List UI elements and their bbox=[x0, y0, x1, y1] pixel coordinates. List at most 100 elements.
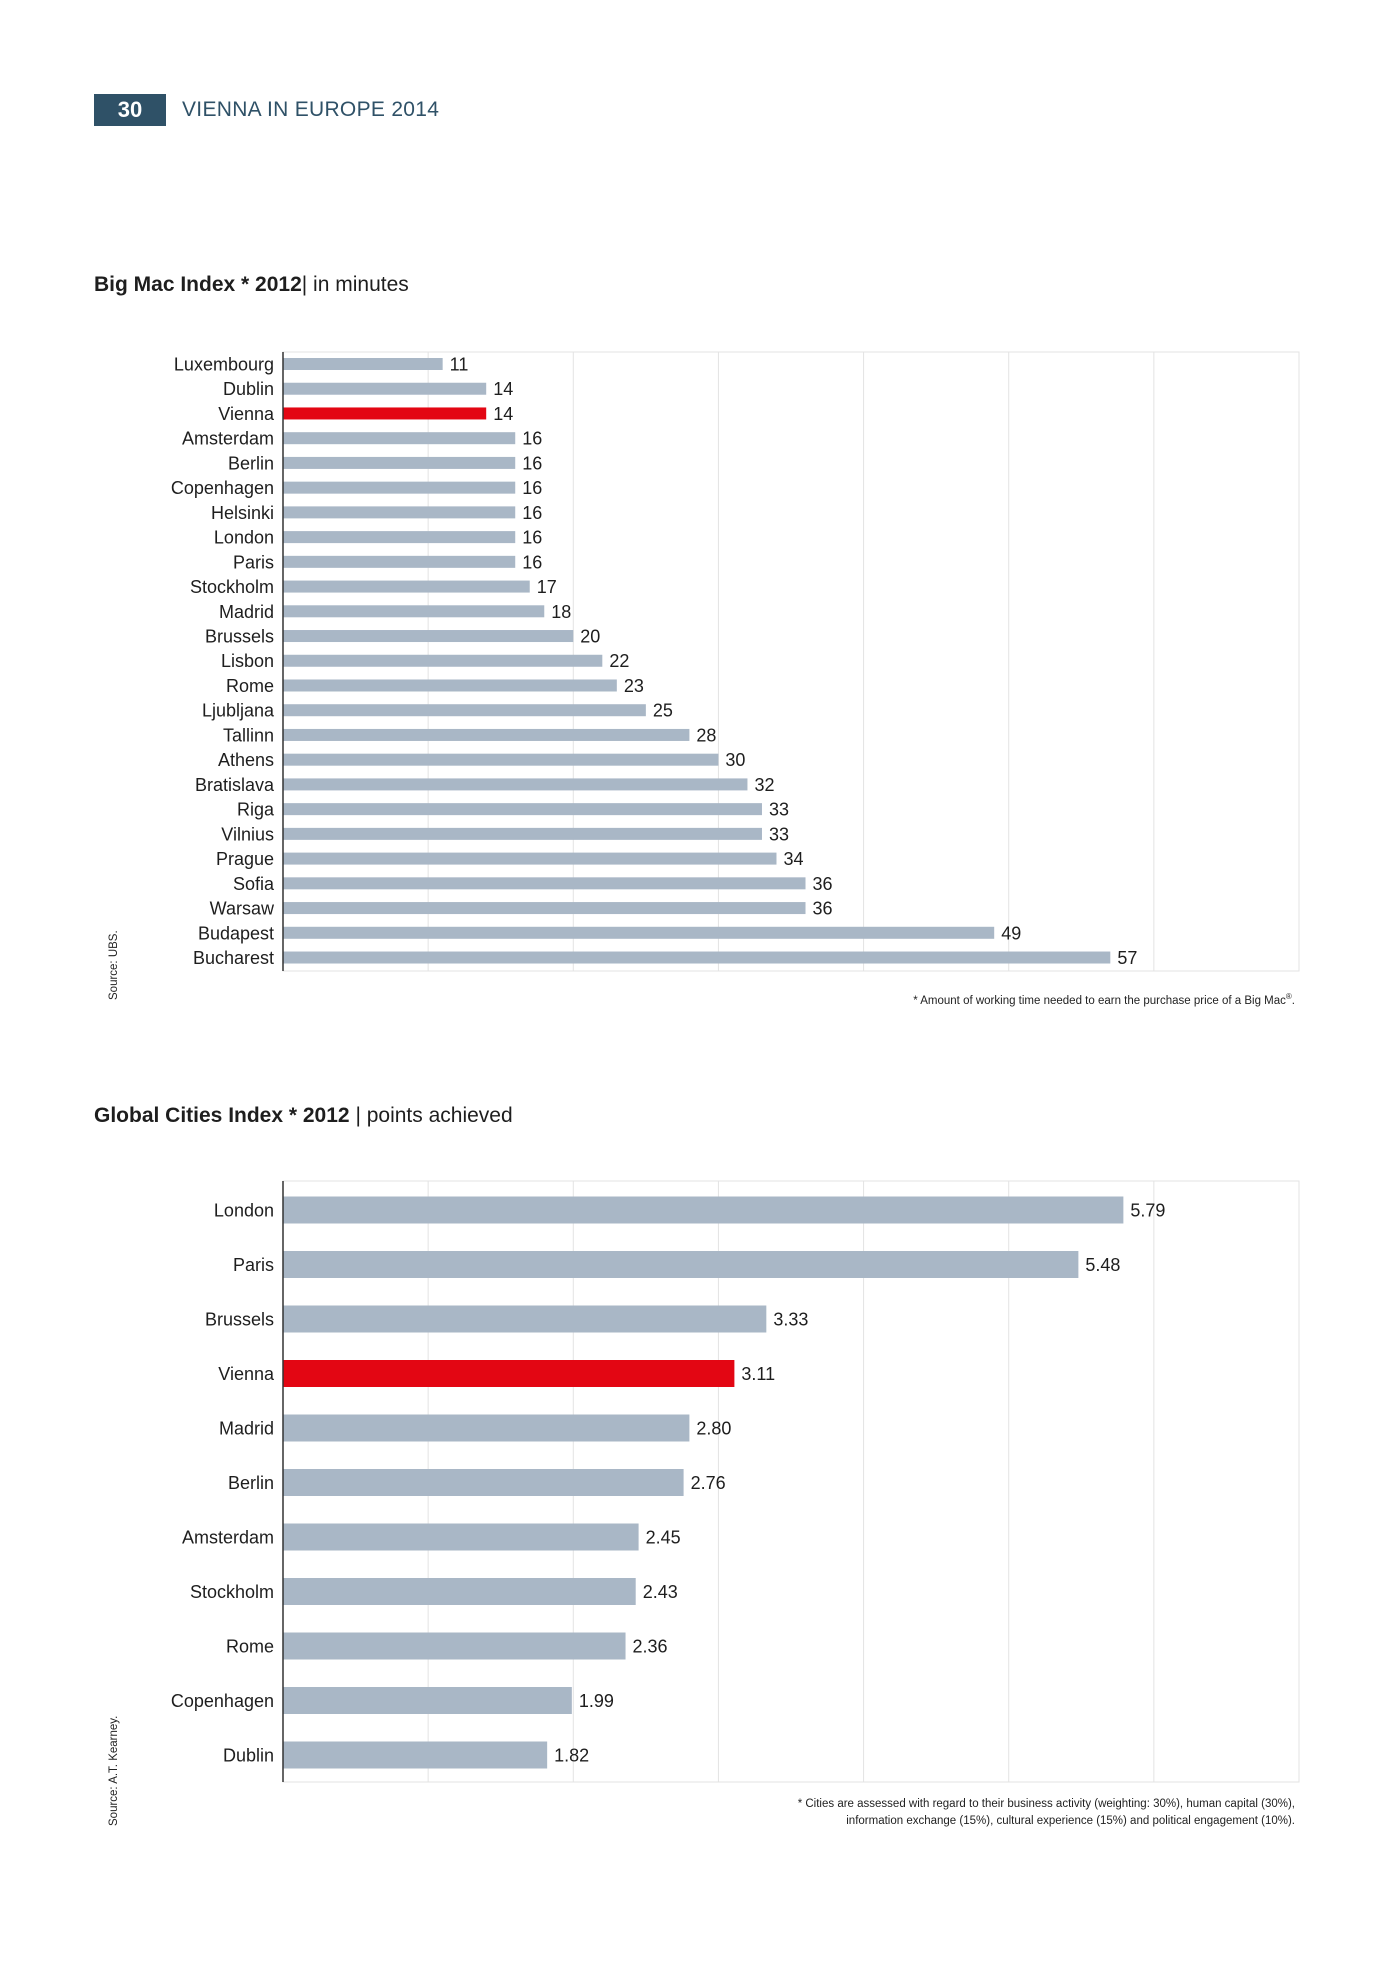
global-value-label: 5.79 bbox=[1130, 1200, 1165, 1220]
publication-title: VIENNA IN EUROPE 2014 bbox=[182, 98, 440, 121]
bigmac-category-label: Rome bbox=[226, 676, 274, 696]
global-category-label: Dublin bbox=[223, 1745, 274, 1765]
global-chart-title: Global Cities Index * 2012 | points achi… bbox=[94, 1104, 513, 1128]
bigmac-category-label: Prague bbox=[216, 849, 274, 869]
global-category-label: Madrid bbox=[219, 1418, 274, 1438]
bigmac-category-label: Sofia bbox=[233, 874, 275, 894]
bigmac-value-label: 49 bbox=[1001, 923, 1021, 943]
bigmac-footnote-end: . bbox=[1291, 994, 1295, 1007]
bigmac-value-label: 57 bbox=[1117, 948, 1137, 968]
global-value-label: 2.36 bbox=[633, 1636, 668, 1656]
bigmac-category-label: London bbox=[214, 528, 274, 548]
bigmac-value-label: 14 bbox=[493, 404, 513, 424]
bigmac-footnote-text: * Amount of working time needed to earn … bbox=[913, 994, 1286, 1007]
bigmac-bar bbox=[283, 778, 748, 791]
global-value-label: 3.33 bbox=[773, 1309, 808, 1329]
global-category-label: Copenhagen bbox=[171, 1691, 274, 1711]
global-category-label: Rome bbox=[226, 1636, 274, 1656]
bigmac-value-label: 16 bbox=[522, 503, 542, 523]
bigmac-category-label: Amsterdam bbox=[182, 429, 274, 449]
bigmac-category-label: Stockholm bbox=[190, 577, 274, 597]
global-title-bold: Global Cities Index * 2012 bbox=[94, 1104, 350, 1127]
bigmac-value-label: 11 bbox=[450, 354, 469, 374]
bigmac-bar bbox=[283, 456, 516, 469]
global-value-label: 1.99 bbox=[579, 1691, 614, 1711]
bigmac-value-label: 30 bbox=[725, 750, 745, 770]
bigmac-bar bbox=[283, 358, 443, 370]
global-category-label: London bbox=[214, 1200, 274, 1220]
bigmac-bar bbox=[283, 704, 646, 717]
bigmac-value-label: 33 bbox=[769, 800, 789, 820]
bigmac-value-label: 16 bbox=[522, 552, 542, 572]
global-category-label: Stockholm bbox=[190, 1582, 274, 1602]
bigmac-bar bbox=[283, 382, 487, 395]
bigmac-category-label: Paris bbox=[233, 552, 274, 572]
bigmac-category-label: Copenhagen bbox=[171, 478, 274, 498]
bigmac-title-unit: | in minutes bbox=[301, 273, 409, 296]
bigmac-bar bbox=[283, 803, 762, 816]
bigmac-bar bbox=[283, 753, 719, 766]
global-value-label: 5.48 bbox=[1085, 1255, 1120, 1275]
bigmac-bar bbox=[283, 679, 617, 692]
global-value-label: 2.76 bbox=[691, 1473, 726, 1493]
bigmac-category-label: Madrid bbox=[219, 602, 274, 622]
bigmac-bar bbox=[283, 951, 1111, 964]
global-bar bbox=[283, 1196, 1124, 1224]
bigmac-category-label: Athens bbox=[218, 750, 274, 770]
bigmac-value-label: 23 bbox=[624, 676, 644, 696]
global-source: Source: A.T. Kearney. bbox=[108, 1715, 120, 1826]
bigmac-bar bbox=[283, 902, 806, 915]
bigmac-chart: Luxembourg 11 Dublin 14 Vienna 14 Amsterdam 16 B… bbox=[171, 351, 1300, 972]
bigmac-category-label: Riga bbox=[237, 800, 275, 820]
bigmac-bar bbox=[283, 926, 995, 939]
global-footnote-line2: information exchange (15%), cultural exp… bbox=[846, 1815, 1295, 1827]
bigmac-bar bbox=[283, 852, 777, 865]
global-title-unit: | points achieved bbox=[349, 1104, 513, 1127]
bigmac-value-label: 25 bbox=[653, 701, 673, 721]
bigmac-category-label: Tallinn bbox=[223, 725, 274, 745]
bigmac-bar bbox=[283, 605, 545, 618]
bigmac-category-label: Budapest bbox=[198, 923, 274, 943]
global-category-label: Vienna bbox=[218, 1364, 275, 1384]
global-bar bbox=[283, 1469, 684, 1496]
bigmac-bar bbox=[283, 506, 516, 519]
global-category-label: Brussels bbox=[205, 1309, 274, 1329]
global-footnote-line1: * Cities are assessed with regard to the… bbox=[797, 1798, 1295, 1810]
global-value-label: 2.43 bbox=[643, 1582, 678, 1602]
bigmac-chart-title: Big Mac Index * 2012| in minutes bbox=[94, 273, 409, 297]
bigmac-bar bbox=[283, 630, 574, 643]
global-bar bbox=[283, 1305, 767, 1333]
bigmac-value-label: 16 bbox=[522, 453, 542, 473]
global-bar bbox=[283, 1741, 548, 1769]
bigmac-category-label: Berlin bbox=[228, 453, 274, 473]
bigmac-bar bbox=[283, 827, 762, 840]
bigmac-category-label: Bucharest bbox=[193, 948, 274, 968]
bigmac-category-label: Bratislava bbox=[195, 775, 275, 795]
bigmac-category-label: Brussels bbox=[205, 627, 274, 647]
bigmac-category-label: Vilnius bbox=[221, 824, 274, 844]
bigmac-category-label: Warsaw bbox=[210, 899, 275, 919]
bigmac-value-label: 22 bbox=[609, 651, 629, 671]
bigmac-category-label: Lisbon bbox=[221, 651, 274, 671]
bigmac-value-label: 20 bbox=[580, 627, 600, 647]
global-bar bbox=[283, 1578, 636, 1605]
bigmac-bar bbox=[283, 481, 516, 494]
bigmac-bar bbox=[283, 728, 690, 741]
bigmac-value-label: 18 bbox=[551, 602, 571, 622]
bigmac-value-label: 16 bbox=[522, 478, 542, 498]
bigmac-bar bbox=[283, 654, 603, 667]
bigmac-value-label: 36 bbox=[813, 874, 833, 894]
bigmac-value-label: 32 bbox=[754, 775, 774, 795]
bigmac-bar bbox=[283, 531, 516, 544]
global-value-label: 2.80 bbox=[696, 1418, 731, 1438]
bigmac-bar bbox=[283, 877, 806, 890]
global-category-label: Berlin bbox=[228, 1473, 274, 1493]
bigmac-bar bbox=[283, 555, 516, 568]
bigmac-category-label: Dublin bbox=[223, 379, 274, 399]
global-bar bbox=[283, 1414, 690, 1442]
global-category-label: Paris bbox=[233, 1255, 274, 1275]
bigmac-category-label: Helsinki bbox=[211, 503, 274, 523]
bigmac-footnote: * Amount of working time needed to earn … bbox=[913, 988, 1295, 1010]
global-bar bbox=[283, 1523, 639, 1551]
global-footnote: * Cities are assessed with regard to the… bbox=[798, 1796, 1295, 1830]
